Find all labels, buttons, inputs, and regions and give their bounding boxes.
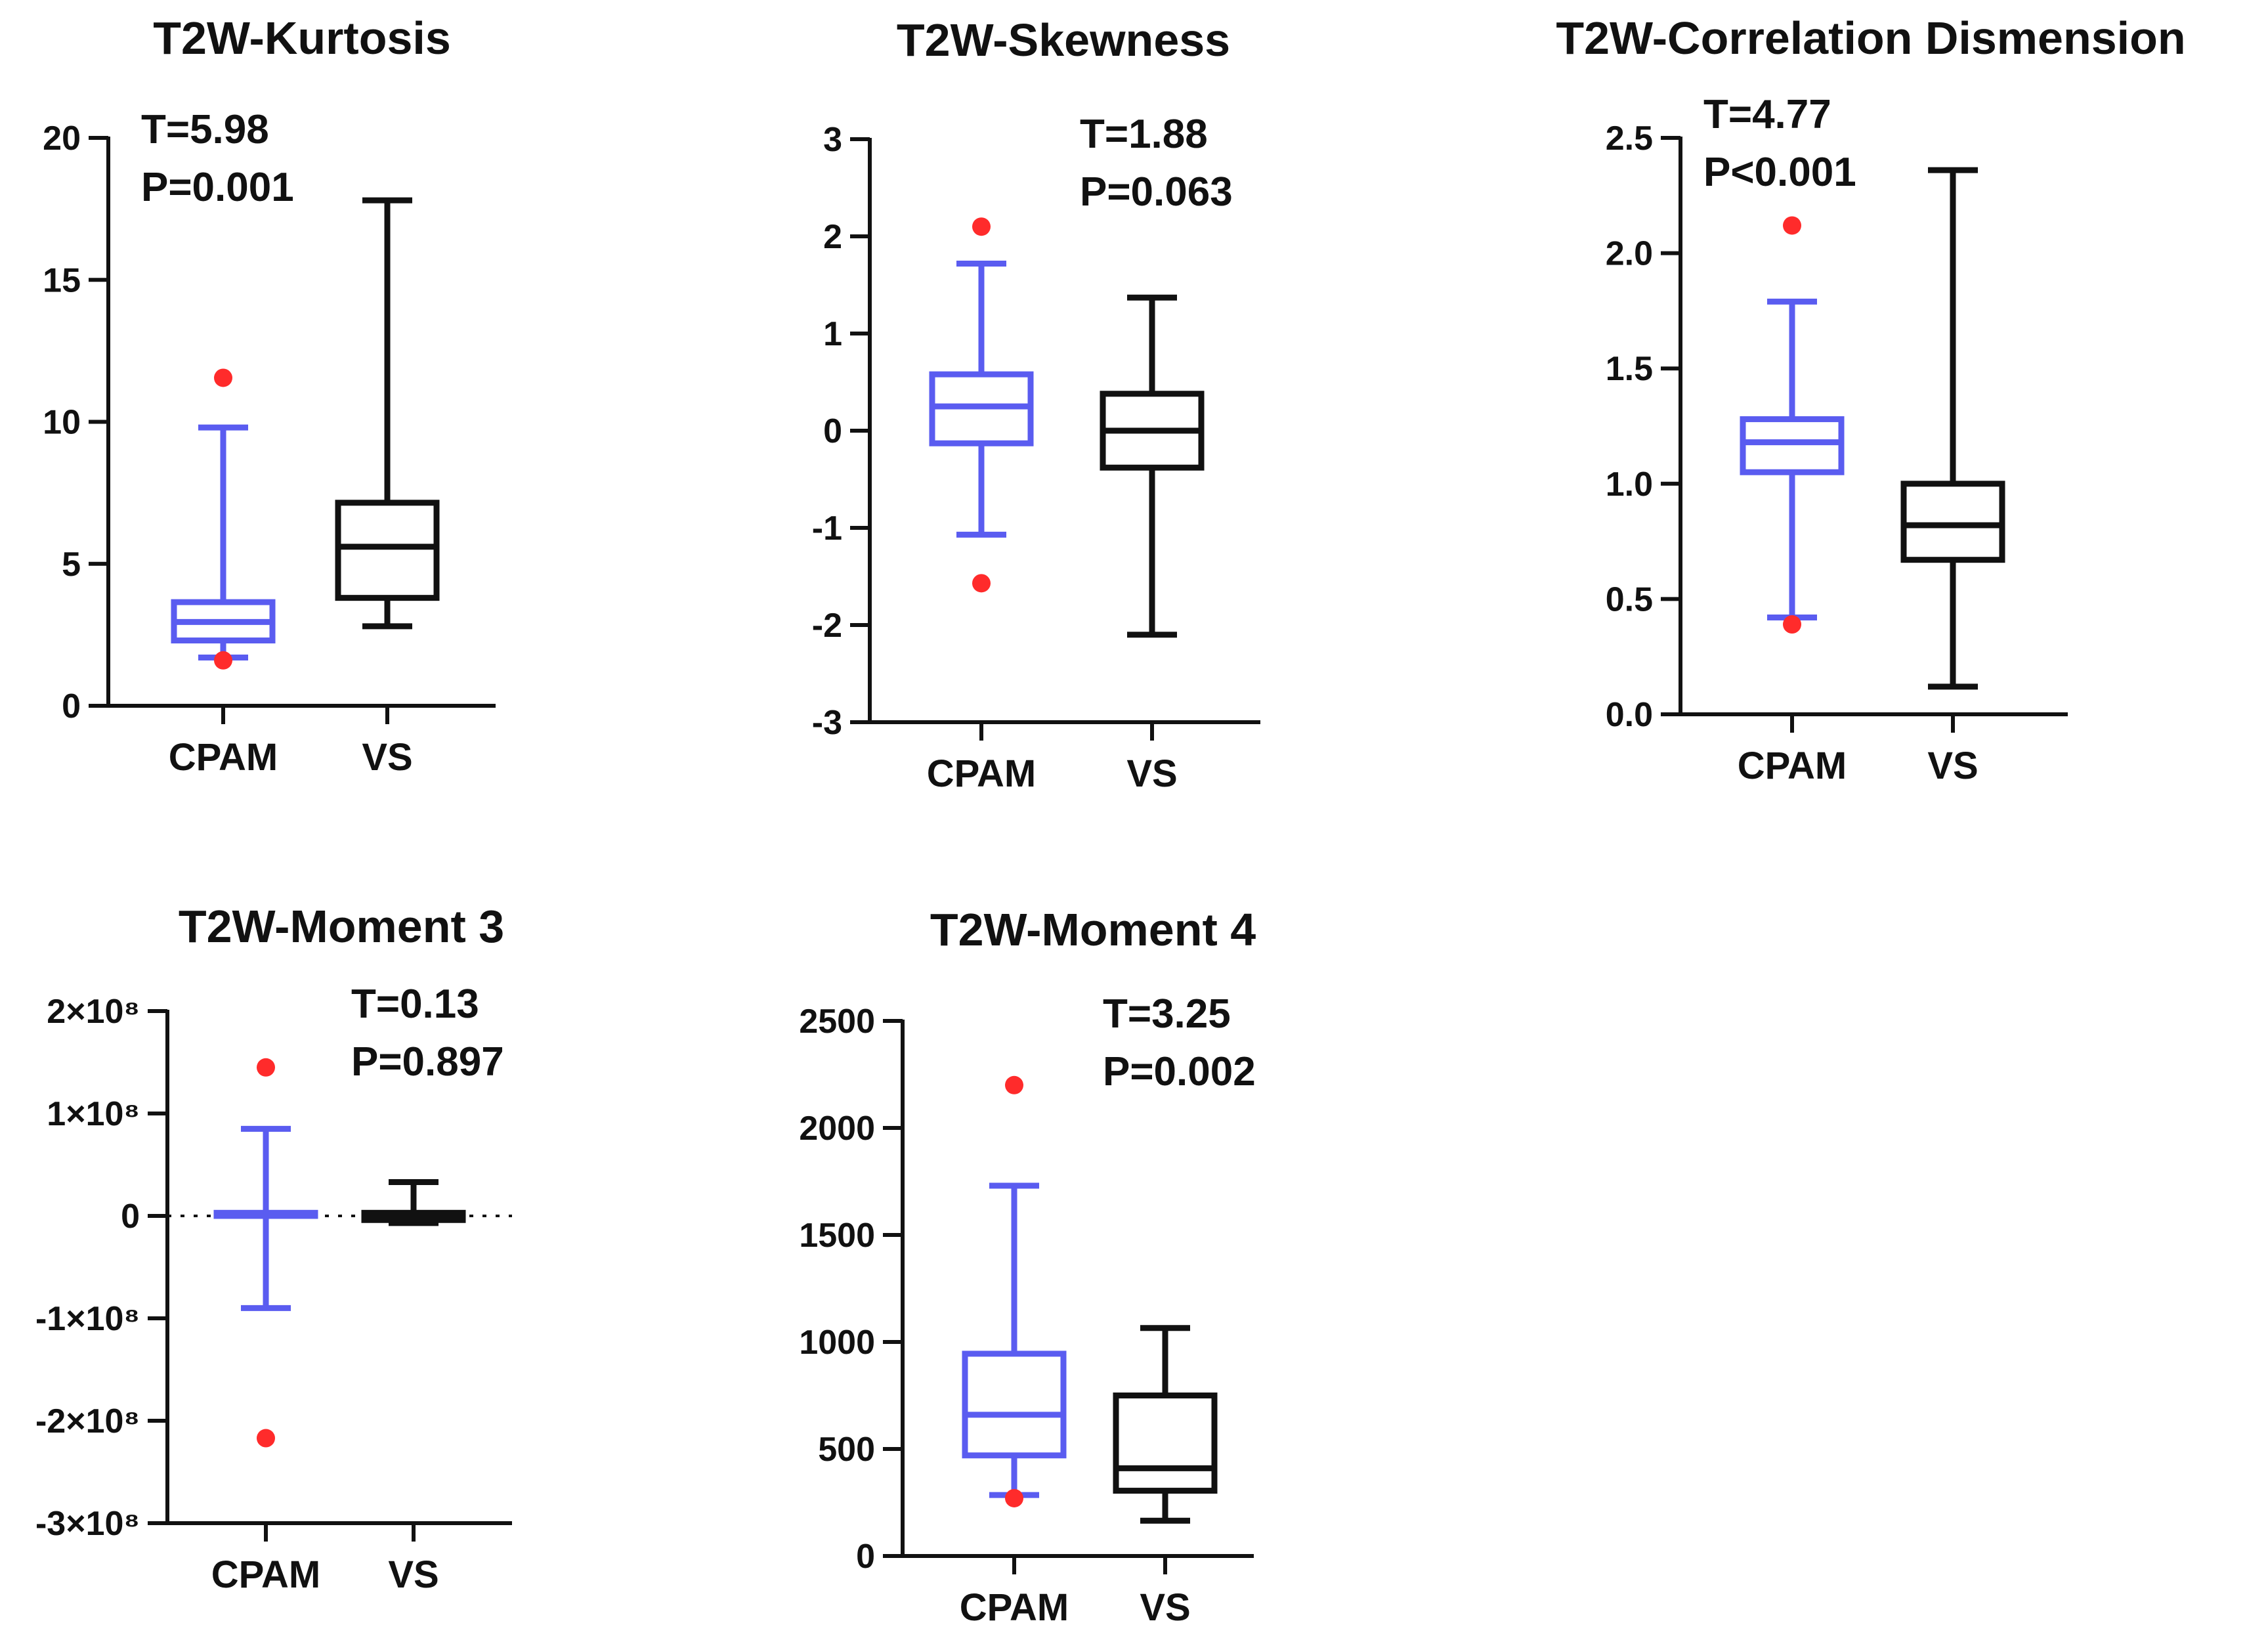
x-category-label: CPAM <box>960 1586 1069 1629</box>
y-tick-label: 2 <box>823 218 842 256</box>
stat-p-value: P=0.063 <box>1080 169 1233 215</box>
box-cpam <box>1740 216 1845 634</box>
outlier-point <box>214 651 232 670</box>
box-iqr <box>1740 416 1845 475</box>
y-tick-label: 0 <box>62 687 81 725</box>
stat-p-value: P=0.002 <box>1103 1049 1256 1094</box>
x-category-label: CPAM <box>169 736 278 779</box>
box-vs <box>1900 167 2005 690</box>
y-tick-label: 0 <box>856 1538 875 1576</box>
y-tick-label: -1×10⁸ <box>35 1300 140 1338</box>
box-iqr <box>335 500 440 601</box>
y-tick-label: -1 <box>812 509 842 548</box>
box-vs <box>361 1179 466 1226</box>
outlier-point <box>1783 216 1801 235</box>
y-tick-label: 2×10⁸ <box>47 993 140 1031</box>
chart-title: T2W-Moment 3 <box>179 901 504 952</box>
box-iqr <box>1113 1393 1218 1494</box>
y-tick-label: 2.0 <box>1606 235 1653 273</box>
y-tick-label: 3 <box>823 121 842 159</box>
x-category-label: VS <box>362 736 412 779</box>
outlier-point <box>1783 615 1801 634</box>
y-tick-label: 1×10⁸ <box>47 1095 140 1133</box>
y-tick-label: 1.0 <box>1606 465 1653 504</box>
stat-t-value: T=5.98 <box>141 107 269 152</box>
box-iqr <box>962 1350 1067 1459</box>
x-category-label: CPAM <box>211 1553 320 1596</box>
x-category-label: VS <box>388 1553 439 1596</box>
y-tick-label: -2 <box>812 607 842 645</box>
box-vs <box>1100 294 1205 638</box>
y-tick-label: 0.0 <box>1606 696 1653 734</box>
y-tick-label: 0.5 <box>1606 580 1653 618</box>
y-tick-label: 500 <box>818 1431 875 1469</box>
y-tick-label: 2.5 <box>1606 119 1653 158</box>
outlier-point <box>214 368 232 387</box>
y-tick-label: 1500 <box>799 1217 875 1255</box>
box-iqr <box>1900 481 2005 563</box>
outlier-point <box>972 217 991 236</box>
box-cpam <box>213 1058 318 1448</box>
chart-panel-4: T2W-Moment 3 -3×10⁸ -2×10⁸ -1×10⁸ 0 1×10⁸ 2×10… <box>35 901 512 1596</box>
outlier-point <box>257 1058 275 1077</box>
box-cpam <box>171 368 276 670</box>
y-tick-label: 0 <box>823 412 842 450</box>
outlier-point <box>257 1429 275 1448</box>
y-tick-label: 1000 <box>799 1324 875 1362</box>
y-tick-label: 0 <box>121 1198 140 1236</box>
y-tick-label: 1 <box>823 315 842 353</box>
y-tick-label: 1.5 <box>1606 350 1653 388</box>
chart-panel-2: T2W-Skewness -3 -2 -1 0 1 2 3 CPAM VS T=1.88 P=0.06… <box>812 14 1260 795</box>
outlier-point <box>1005 1075 1023 1094</box>
y-tick-label: 20 <box>43 119 81 158</box>
stat-t-value: T=1.88 <box>1080 112 1208 157</box>
chart-title: T2W-Kurtosis <box>153 12 451 64</box>
x-category-label: VS <box>1927 745 1978 787</box>
y-tick-label: 5 <box>62 546 81 584</box>
stat-t-value: T=3.25 <box>1103 991 1231 1037</box>
outlier-point <box>972 574 991 593</box>
y-tick-label: 2000 <box>799 1110 875 1148</box>
box-vs <box>1113 1325 1218 1524</box>
x-category-label: VS <box>1126 752 1177 795</box>
stat-p-value: P=0.897 <box>351 1039 504 1085</box>
chart-panel-1: T2W-Kurtosis 0 5 10 15 20 CPAM VS T=5.98 P=0.001 <box>43 12 496 779</box>
chart-title: T2W-Correlation Dismension <box>1556 12 2185 64</box>
y-tick-label: -2×10⁸ <box>35 1402 140 1440</box>
box-cpam <box>962 1075 1067 1507</box>
stat-p-value: P<0.001 <box>1703 150 1856 195</box>
outlier-point <box>1005 1488 1023 1507</box>
x-category-label: CPAM <box>927 752 1036 795</box>
chart-panel-3: T2W-Correlation Dismension 0.0 0.5 1.0 1.5 2.… <box>1556 12 2185 787</box>
chart-panel-5: T2W-Moment 4 0 500 1000 1500 2000 2500 CPAM VS T=… <box>799 904 1256 1629</box>
y-tick-label: 15 <box>43 261 81 299</box>
box-vs <box>335 197 440 630</box>
x-category-label: CPAM <box>1738 745 1847 787</box>
box-cpam <box>929 217 1034 593</box>
chart-title: T2W-Moment 4 <box>930 904 1256 955</box>
x-category-label: VS <box>1140 1586 1190 1629</box>
y-tick-label: 10 <box>43 404 81 442</box>
stat-t-value: T=4.77 <box>1703 92 1831 137</box>
stat-p-value: P=0.001 <box>141 165 294 210</box>
y-tick-label: -3 <box>812 704 842 742</box>
chart-title: T2W-Skewness <box>897 14 1230 66</box>
y-tick-label: -3×10⁸ <box>35 1505 140 1543</box>
y-tick-label: 2500 <box>799 1003 875 1041</box>
stat-t-value: T=0.13 <box>351 982 479 1027</box>
